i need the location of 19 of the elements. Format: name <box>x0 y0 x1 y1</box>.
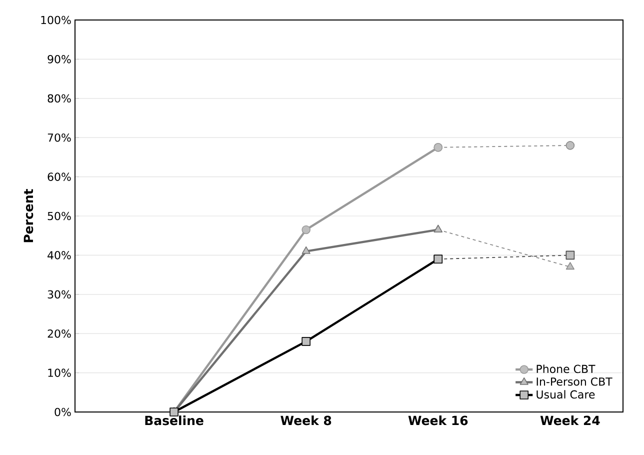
x-tick-label: Week 16 <box>408 416 468 426</box>
y-tick-label: 20% <box>48 329 71 338</box>
legend-label: Phone CBT <box>536 364 596 374</box>
y-tick-label: 40% <box>48 251 71 260</box>
legend-label: In-Person CBT <box>536 377 612 386</box>
y-tick-label: 50% <box>48 212 71 220</box>
y-tick-label: 100% <box>41 16 71 24</box>
y-tick-label: 60% <box>48 172 71 181</box>
y-tick-label: 90% <box>48 55 71 64</box>
y-tick-label: 0% <box>54 408 71 416</box>
y-tick-label: 80% <box>48 94 71 103</box>
y-axis-title: Percent <box>24 189 34 242</box>
y-tick-label: 30% <box>48 290 71 299</box>
y-tick-label: 10% <box>48 368 71 377</box>
x-tick-label: Week 24 <box>540 416 600 426</box>
x-tick-label: Baseline <box>145 416 204 426</box>
legend-label: Usual Care <box>536 390 595 399</box>
y-tick-label: 70% <box>48 133 71 142</box>
x-tick-label: Week 8 <box>280 416 332 426</box>
